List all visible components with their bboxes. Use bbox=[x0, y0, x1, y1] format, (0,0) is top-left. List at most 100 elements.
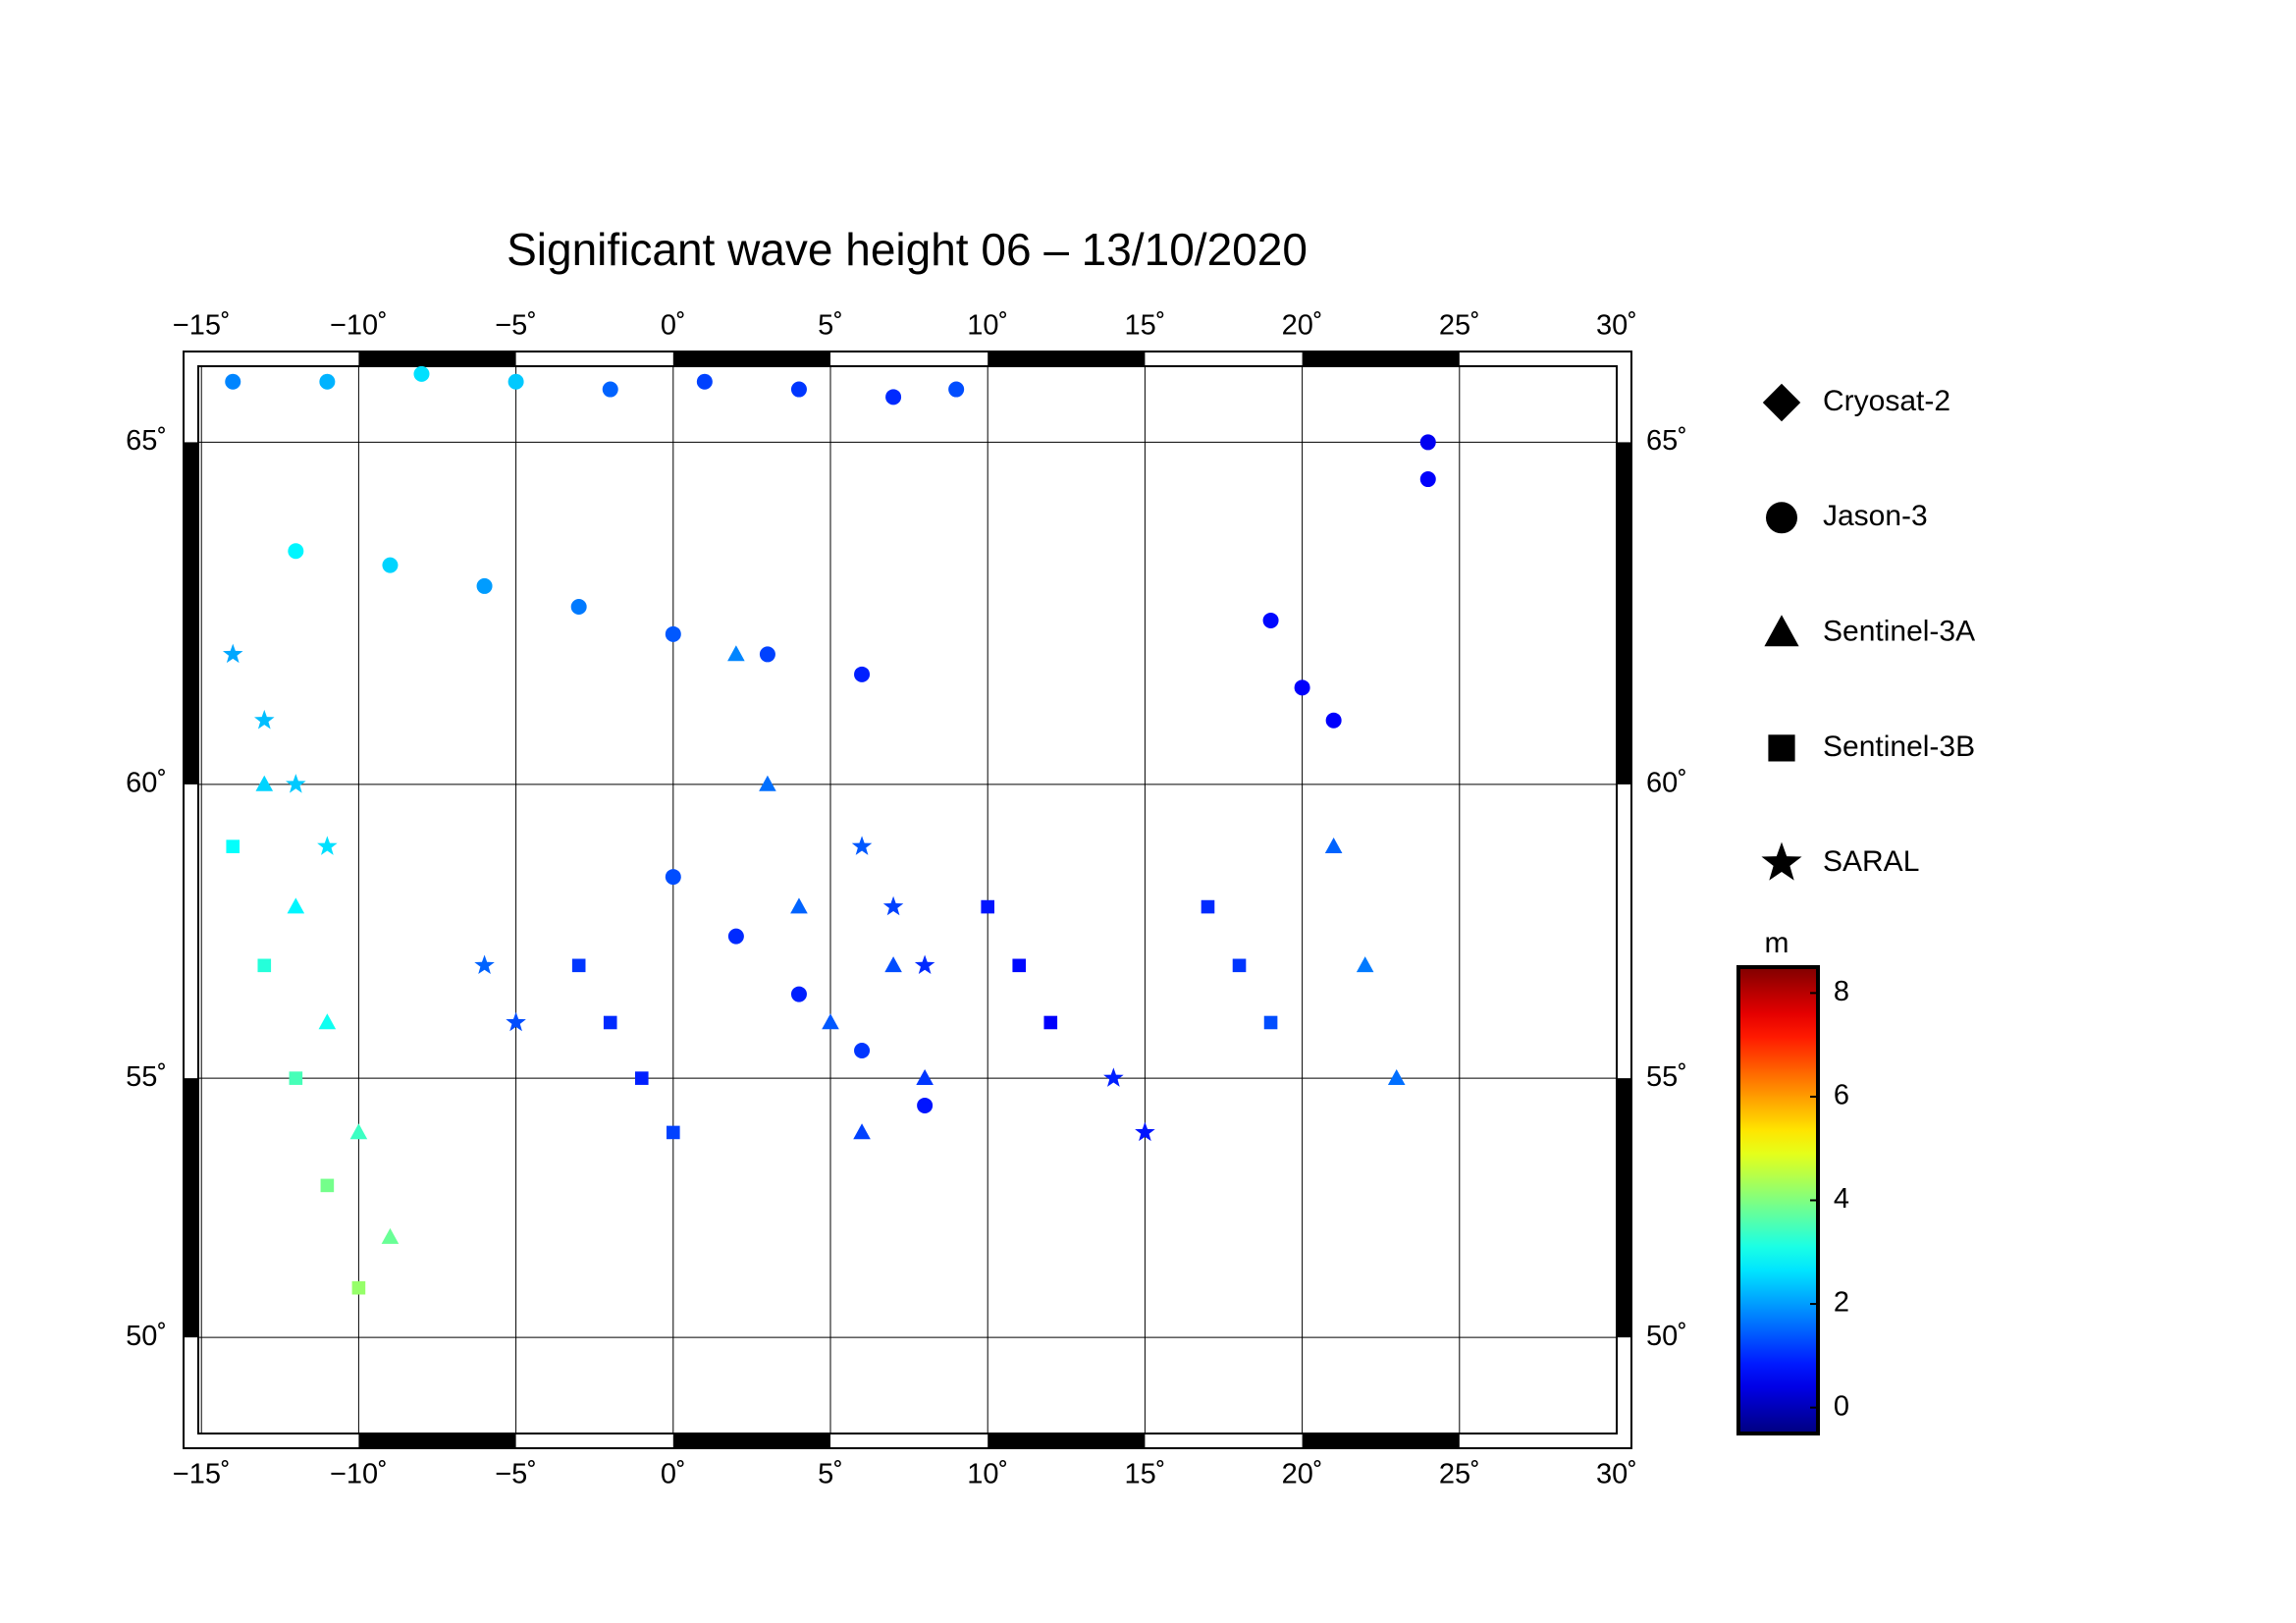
y-tick-label: 50˚ bbox=[1646, 1321, 1687, 1352]
legend-marker bbox=[1766, 502, 1797, 534]
x-tick-label: −15˚ bbox=[173, 310, 231, 342]
data-point bbox=[1201, 899, 1215, 914]
x-tick-label: −5˚ bbox=[495, 1459, 537, 1490]
data-point bbox=[474, 954, 495, 975]
map-title: Significant wave height 06 – 13/10/2020 bbox=[507, 224, 1308, 275]
data-point bbox=[981, 899, 995, 914]
data-point bbox=[286, 774, 306, 793]
x-tick-label: 30˚ bbox=[1596, 310, 1637, 342]
data-point bbox=[222, 643, 243, 664]
y-tick-label: 55˚ bbox=[126, 1061, 167, 1093]
y-tick-label: 65˚ bbox=[126, 425, 167, 457]
data-point bbox=[289, 1071, 303, 1085]
x-tick-label: 30˚ bbox=[1596, 1459, 1637, 1490]
legend-label: Cryosat-2 bbox=[1823, 385, 1950, 417]
data-point bbox=[225, 373, 241, 390]
y-tick-label: 60˚ bbox=[1646, 768, 1687, 799]
data-point bbox=[759, 775, 776, 791]
data-point bbox=[349, 1123, 368, 1140]
data-point bbox=[1356, 956, 1374, 973]
frame-bar bbox=[358, 1434, 516, 1448]
x-tick-label: 10˚ bbox=[967, 310, 1008, 342]
data-point bbox=[914, 954, 935, 975]
data-point bbox=[854, 1042, 871, 1058]
x-tick-label: 25˚ bbox=[1439, 310, 1480, 342]
frame-bar bbox=[988, 1434, 1146, 1448]
data-point bbox=[790, 381, 807, 398]
data-point bbox=[317, 836, 338, 855]
data-point bbox=[790, 897, 808, 914]
data-point bbox=[882, 895, 904, 916]
legend-label: Jason-3 bbox=[1823, 500, 1928, 532]
x-tick-label: 25˚ bbox=[1439, 1459, 1480, 1490]
frame-bar bbox=[184, 1078, 198, 1338]
legend-marker bbox=[1762, 383, 1801, 422]
legend-label: SARAL bbox=[1823, 845, 1919, 878]
data-point bbox=[854, 666, 871, 682]
legend-marker bbox=[1761, 841, 1802, 881]
frame-bar bbox=[1617, 442, 1631, 784]
data-point bbox=[602, 381, 618, 398]
legend-marker bbox=[1768, 734, 1795, 762]
data-point bbox=[320, 1178, 335, 1193]
data-point bbox=[382, 557, 399, 573]
data-point bbox=[759, 646, 775, 663]
y-tick-label: 50˚ bbox=[126, 1321, 167, 1352]
colorbar-tick-label: 0 bbox=[1834, 1390, 1849, 1422]
data-point bbox=[1419, 471, 1436, 488]
data-point bbox=[506, 1011, 526, 1032]
data-point bbox=[853, 1123, 871, 1140]
y-tick-label: 55˚ bbox=[1646, 1061, 1687, 1093]
data-point bbox=[822, 1013, 839, 1030]
frame-bar bbox=[1302, 352, 1460, 366]
data-point bbox=[1263, 1015, 1278, 1030]
data-point bbox=[1419, 434, 1436, 451]
data-point bbox=[790, 986, 807, 1002]
data-point bbox=[917, 1097, 934, 1113]
data-point bbox=[1324, 837, 1343, 853]
data-point bbox=[1135, 1121, 1155, 1142]
data-point bbox=[1387, 1068, 1406, 1085]
data-point bbox=[851, 836, 873, 855]
data-point bbox=[254, 709, 275, 730]
data-point bbox=[884, 956, 902, 973]
legend-label: Sentinel-3A bbox=[1823, 616, 1975, 648]
x-tick-label: 0˚ bbox=[661, 1459, 686, 1490]
legend-label: Sentinel-3B bbox=[1823, 730, 1975, 763]
data-point bbox=[603, 1015, 617, 1030]
x-tick-label: −5˚ bbox=[495, 310, 537, 342]
data-point bbox=[1262, 612, 1279, 628]
x-tick-label: 5˚ bbox=[818, 310, 843, 342]
data-point bbox=[318, 1013, 337, 1030]
x-tick-label: −10˚ bbox=[330, 1459, 388, 1490]
data-point bbox=[571, 958, 586, 973]
frame-bar bbox=[672, 1434, 831, 1448]
data-point bbox=[727, 928, 744, 945]
data-point bbox=[1103, 1067, 1124, 1087]
data-point bbox=[665, 869, 681, 886]
colorbar-tick-label: 2 bbox=[1834, 1287, 1849, 1319]
data-point bbox=[885, 389, 902, 406]
frame-bar bbox=[184, 442, 198, 784]
data-point bbox=[413, 366, 430, 382]
y-tick-label: 65˚ bbox=[1646, 425, 1687, 457]
x-tick-label: 0˚ bbox=[661, 310, 686, 342]
y-tick-label: 60˚ bbox=[126, 768, 167, 799]
data-point bbox=[381, 1227, 400, 1244]
data-point bbox=[287, 897, 305, 914]
x-tick-label: −10˚ bbox=[330, 310, 388, 342]
data-point bbox=[665, 625, 681, 642]
frame-bar bbox=[358, 352, 516, 366]
data-point bbox=[351, 1280, 366, 1295]
data-point bbox=[288, 543, 304, 560]
frame-bar bbox=[1617, 1078, 1631, 1338]
x-tick-label: 15˚ bbox=[1124, 1459, 1165, 1490]
frame-bar bbox=[1302, 1434, 1460, 1448]
colorbar-tick-label: 8 bbox=[1834, 976, 1849, 1007]
data-point bbox=[667, 1125, 680, 1140]
data-point bbox=[507, 373, 524, 390]
data-point bbox=[634, 1071, 649, 1085]
data-point bbox=[255, 775, 274, 791]
data-point bbox=[1294, 679, 1310, 696]
